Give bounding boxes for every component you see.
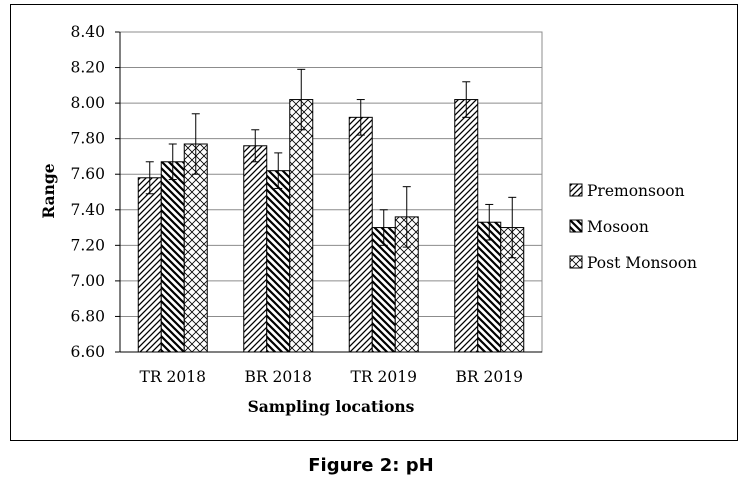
x-axis-title: Sampling locations (248, 397, 415, 416)
bar-mosoon-tr-2019 (371, 227, 396, 353)
bar-premonsoon-tr-2018 (137, 177, 162, 353)
chart-frame (10, 4, 738, 441)
bar-premonsoon-br-2019 (454, 99, 479, 353)
y-tick-label: 8.20 (70, 59, 105, 77)
y-axis-title: Range (39, 163, 58, 218)
y-tick-label: 7.00 (70, 272, 105, 290)
legend-swatch (569, 183, 583, 197)
error-bar (145, 161, 154, 195)
legend-label: Mosoon (587, 218, 649, 236)
bar-post-monsoon-br-2018 (289, 99, 314, 353)
bar-mosoon-br-2019 (477, 221, 502, 353)
bar-post-monsoon-tr-2018 (183, 143, 208, 353)
error-bar (251, 129, 260, 163)
error-bar (274, 152, 283, 189)
bars (137, 68, 525, 353)
error-bar (485, 203, 494, 241)
legend-swatch (569, 219, 583, 233)
x-tick-label: TR 2019 (351, 368, 417, 386)
legend-label: Premonsoon (587, 182, 685, 200)
error-bar (297, 68, 306, 131)
error-bar (508, 196, 517, 259)
legend-swatch (569, 255, 583, 269)
bar-mosoon-br-2018 (266, 170, 291, 353)
x-tick-label: BR 2019 (456, 368, 523, 386)
error-bar (191, 113, 200, 175)
figure-caption: Figure 2: pH (308, 455, 434, 476)
y-tick-label: 7.20 (70, 236, 105, 254)
bar-premonsoon-br-2018 (243, 145, 268, 353)
error-bar (356, 99, 365, 136)
y-tick-label: 6.60 (70, 343, 105, 361)
error-bar (379, 209, 388, 246)
axes (115, 31, 543, 353)
ph-bar-chart: 6.60 6.80 7.00 7.20 7.40 7.60 7.80 8.00 8.20 8.40… (39, 23, 697, 416)
bar-mosoon-tr-2018 (160, 161, 185, 353)
y-tick-label: 7.60 (70, 165, 105, 183)
x-tick-label: BR 2018 (245, 368, 312, 386)
legend-label: Post Monsoon (587, 254, 697, 272)
bar-premonsoon-tr-2019 (348, 116, 373, 353)
y-tick-label: 8.40 (70, 23, 105, 41)
legend: Premonsoon Mosoon Post Monsoon (569, 182, 697, 272)
error-bar (462, 81, 471, 118)
y-tick-label: 6.80 (70, 307, 105, 325)
x-tick-label: TR 2018 (140, 368, 206, 386)
tick-labels: 6.60 6.80 7.00 7.20 7.40 7.60 7.80 8.00 8.20 8.40… (70, 23, 522, 386)
y-tick-label: 8.00 (70, 94, 105, 112)
y-tick-label: 7.80 (70, 130, 105, 148)
error-bar (402, 186, 411, 248)
y-tick-label: 7.40 (70, 201, 105, 219)
error-bar (168, 143, 177, 181)
